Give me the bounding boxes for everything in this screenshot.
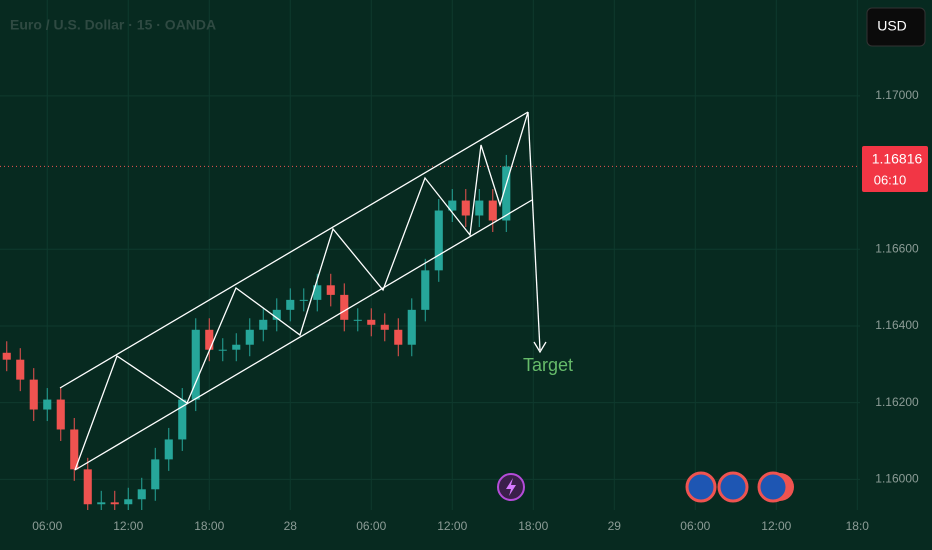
overlay: 1.16000 1.16200 1.16400 1.16600 1.17000 06:00… xyxy=(32,88,919,533)
candle-body xyxy=(218,349,227,351)
y-tick-label: 1.17000 xyxy=(875,88,919,102)
candle-body xyxy=(299,299,308,301)
candle-body xyxy=(434,210,443,271)
candle-body xyxy=(340,294,349,320)
channel-upper xyxy=(59,111,529,389)
drawings xyxy=(59,111,547,471)
candle-body xyxy=(461,200,470,216)
candle-body xyxy=(448,200,457,211)
candle-body xyxy=(326,285,335,295)
zigzag xyxy=(74,111,529,471)
x-tick-label: 06:00 xyxy=(680,519,710,533)
x-tick-label: 06:00 xyxy=(356,519,386,533)
x-tick-label: 12:00 xyxy=(113,519,143,533)
y-tick-label: 1.16200 xyxy=(875,395,919,409)
candle-body xyxy=(488,200,497,221)
candle-body xyxy=(407,309,416,345)
candle-body xyxy=(286,299,295,310)
event-icon[interactable] xyxy=(757,471,789,503)
last-price: 1.16816 xyxy=(872,151,923,167)
candle-body xyxy=(164,439,173,460)
candle-body xyxy=(245,329,254,345)
x-tick-label: 18:0 xyxy=(846,519,870,533)
y-tick-label: 1.16000 xyxy=(875,471,919,485)
x-tick-label: 18:00 xyxy=(518,519,548,533)
candle-body xyxy=(380,324,389,330)
candle-body xyxy=(353,319,362,321)
candle-body xyxy=(394,329,403,345)
candle-body xyxy=(475,200,484,216)
candle-body xyxy=(124,499,133,505)
x-tick-label: 29 xyxy=(608,519,622,533)
target-label: Target xyxy=(523,355,573,375)
event-icon[interactable] xyxy=(685,471,717,503)
candle-body xyxy=(70,429,79,470)
candle-body xyxy=(97,502,106,505)
candle-body xyxy=(259,319,268,330)
countdown: 06:10 xyxy=(874,172,907,187)
candle-body xyxy=(421,270,430,310)
candle-body xyxy=(313,285,322,300)
y-tick-label: 1.16600 xyxy=(875,241,919,255)
price-tag xyxy=(862,146,928,192)
currency-label: USD xyxy=(877,18,907,34)
candles xyxy=(2,154,511,510)
events xyxy=(497,471,794,503)
candle-body xyxy=(272,309,281,320)
candle-body xyxy=(151,459,160,490)
event-icon[interactable] xyxy=(717,471,749,503)
candle-body xyxy=(110,502,119,505)
grid xyxy=(0,0,860,510)
x-tick-label: 12:00 xyxy=(761,519,791,533)
arrow-head xyxy=(533,341,547,354)
candle-body xyxy=(367,319,376,325)
chart-title: Euro / U.S. Dollar · 15 · OANDA xyxy=(10,17,216,33)
candle-body xyxy=(56,399,65,430)
x-tick-label: 28 xyxy=(284,519,298,533)
candle-body xyxy=(191,329,200,400)
candle-body xyxy=(29,379,38,410)
candle-body xyxy=(205,329,214,350)
target-arrow xyxy=(527,111,541,351)
channel-lower xyxy=(74,199,533,471)
candle-body xyxy=(232,344,241,350)
x-tick-label: 06:00 xyxy=(32,519,62,533)
x-tick-label: 18:00 xyxy=(194,519,224,533)
lightning xyxy=(506,478,516,496)
candle-body xyxy=(502,166,511,221)
candle-body xyxy=(16,359,25,380)
candle-body xyxy=(137,489,146,500)
candle-body xyxy=(178,399,187,440)
currency-button[interactable] xyxy=(866,7,926,47)
x-tick-label: 12:00 xyxy=(437,519,467,533)
candle-body xyxy=(83,469,92,505)
y-tick-label: 1.16400 xyxy=(875,318,919,332)
candle-body xyxy=(2,352,11,360)
candle-body xyxy=(43,399,52,410)
